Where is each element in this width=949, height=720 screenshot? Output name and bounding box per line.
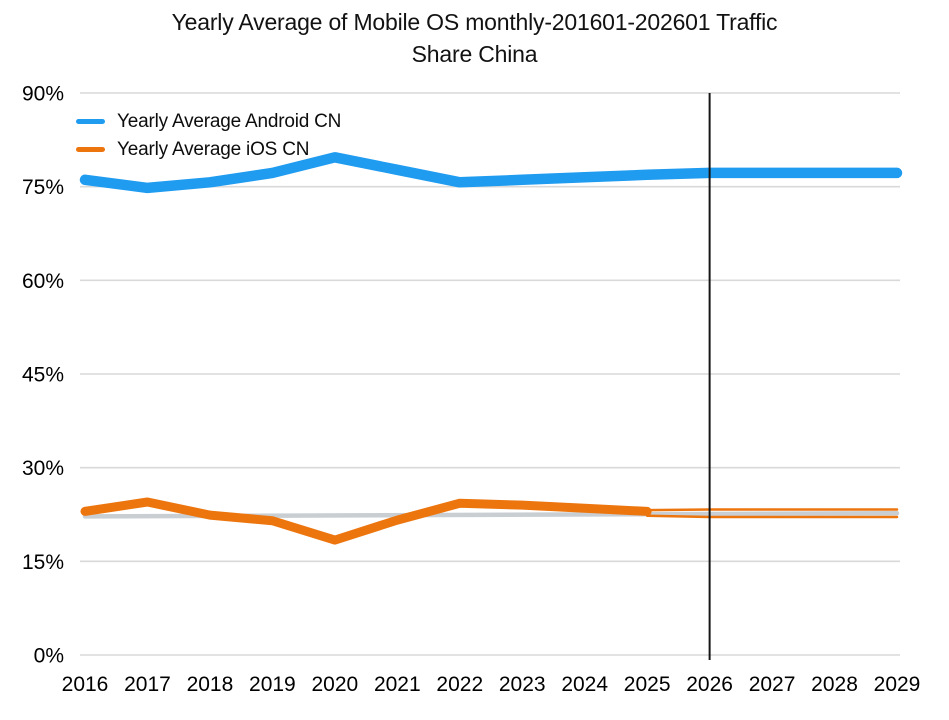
y-tick-label: 75% [22, 176, 64, 199]
legend-label-yearly-average-android-cn: Yearly Average Android CN [117, 110, 342, 132]
y-tick-label: 90% [22, 83, 64, 106]
chart-title-line1: Yearly Average of Mobile OS monthly-2016… [171, 9, 778, 35]
y-tick-label: 45% [22, 364, 64, 387]
chart-title-line2: Share China [411, 41, 538, 68]
x-tick-label: 2028 [811, 673, 858, 696]
legend-item-yearly-average-ios-cn: Yearly Average iOS CN [76, 139, 341, 160]
x-tick-label: 2016 [62, 673, 109, 696]
series-line-yearly-average-ios-cn [80, 497, 652, 545]
x-tick-label: 2017 [124, 673, 171, 696]
y-tick-label: 15% [22, 551, 64, 574]
y-tick-label: 0% [34, 645, 64, 668]
x-tick-label: 2025 [624, 673, 671, 696]
x-tick-label: 2019 [249, 673, 296, 696]
x-tick-label: 2029 [874, 673, 921, 696]
legend-item-yearly-average-android-cn: Yearly Average Android CN [76, 111, 341, 132]
legend-label-yearly-average-ios-cn: Yearly Average iOS CN [117, 138, 310, 160]
x-tick-label: 2022 [436, 673, 483, 696]
x-tick-label: 2018 [187, 673, 234, 696]
x-tick-label: 2027 [749, 673, 796, 696]
x-tick-label: 2026 [686, 673, 733, 696]
x-tick-label: 2021 [374, 673, 421, 696]
x-tick-label: 2020 [311, 673, 358, 696]
series-line-ios-cn-forecast-lower-bound [645, 514, 899, 519]
x-tick-label: 2024 [561, 673, 608, 696]
legend-swatch-yearly-average-android-cn [76, 119, 105, 124]
series-line-ios-cn-forecast-upper-bound [645, 508, 899, 512]
legend-swatch-yearly-average-ios-cn [76, 147, 105, 152]
y-tick-label: 60% [22, 270, 64, 293]
series-line-yearly-average-android-cn [79, 152, 903, 194]
chart-title: Yearly Average of Mobile OS monthly-2016… [0, 6, 949, 70]
y-tick-label: 30% [22, 457, 64, 480]
x-tick-label: 2023 [499, 673, 546, 696]
chart-legend: Yearly Average Android CN Yearly Average … [76, 111, 341, 160]
